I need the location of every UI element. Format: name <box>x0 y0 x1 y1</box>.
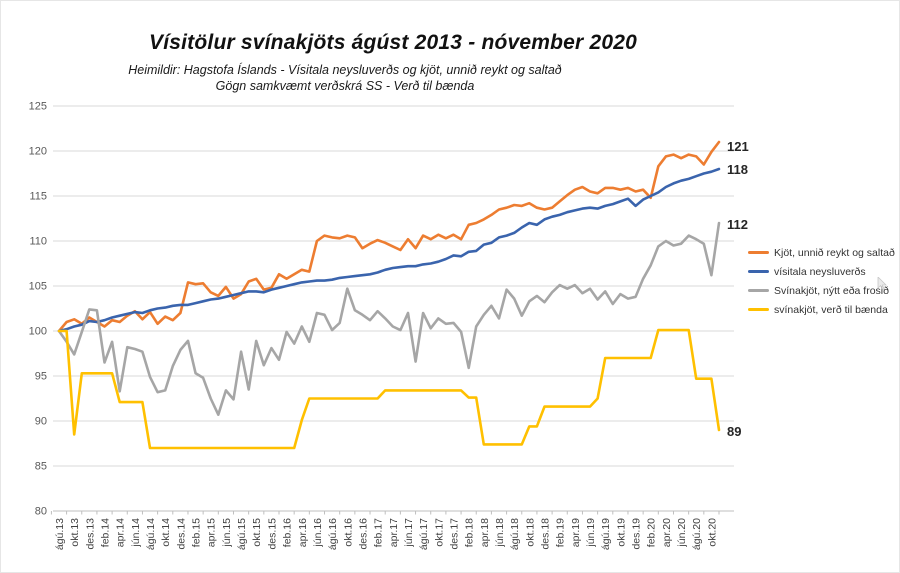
chart-subtitle-line1: Heimildir: Hagstofa Íslands - Vísitala n… <box>128 63 562 77</box>
y-tick-label-90: 90 <box>35 416 47 428</box>
x-tick-label-feb.15: feb.15 <box>191 518 203 547</box>
x-tick-label-apr.19: apr.19 <box>570 518 582 547</box>
x-tick-label-apr.16: apr.16 <box>297 518 309 547</box>
end-label-cpi: 118 <box>727 162 748 177</box>
x-tick-label-ágú.14: ágú.14 <box>145 518 157 550</box>
series-line-sv-nakj-t-ver-til-b-nda <box>57 328 721 450</box>
x-tick-label-feb.17: feb.17 <box>373 518 385 547</box>
x-tick-label-des.16: des.16 <box>357 518 369 550</box>
x-tick-label-apr.15: apr.15 <box>206 518 218 547</box>
legend-item-cpi: vísitala neysluverðs <box>748 262 895 281</box>
x-tick-label-des.14: des.14 <box>175 518 187 550</box>
x-tick-label-ágú.13: ágú.13 <box>54 518 66 550</box>
chart-subtitle-line2: Gögn samkvæmt verðskrá SS - Verð til bæn… <box>215 79 475 93</box>
x-tick-label-okt.18: okt.18 <box>524 518 536 547</box>
x-tick-label-jún.14: jún.14 <box>130 518 142 548</box>
x-tick-label-okt.13: okt.13 <box>69 518 81 547</box>
x-tick-label-ágú.16: ágú.16 <box>327 518 339 550</box>
legend-label-svinakjot: Svínakjöt, nýtt eða frosið <box>774 284 889 297</box>
x-tick-label-ágú.17: ágú.17 <box>418 518 430 550</box>
legend-item-kjot: Kjöt, unnið reykt og saltað <box>748 243 895 262</box>
x-tick-label-okt.17: okt.17 <box>433 518 445 547</box>
legend-item-svinakjot: Svínakjöt, nýtt eða frosið <box>748 281 895 300</box>
x-tick-label-okt.19: okt.19 <box>615 518 627 547</box>
x-tick-label-jún.16: jún.16 <box>312 518 324 548</box>
series-line-kj-t-unni-reykt-og-salta- <box>57 140 721 333</box>
x-tick-label-jún.17: jún.17 <box>403 518 415 548</box>
y-tick-label-125: 125 <box>29 101 47 113</box>
y-tick-label-110: 110 <box>29 236 47 248</box>
y-tick-label-85: 85 <box>35 461 47 473</box>
legend-label-cpi: vísitala neysluverðs <box>774 265 866 278</box>
y-tick-label-115: 115 <box>29 191 47 203</box>
x-tick-label-feb.16: feb.16 <box>282 518 294 547</box>
mouse-cursor-icon <box>877 277 887 291</box>
x-tick-label-ágú.20: ágú.20 <box>691 518 703 550</box>
legend-item-baendur: svínakjöt, verð til bænda <box>748 300 895 319</box>
x-tick-label-feb.14: feb.14 <box>100 518 112 547</box>
x-tick-label-apr.17: apr.17 <box>388 518 400 547</box>
x-tick-label-des.17: des.17 <box>448 518 460 550</box>
y-tick-label-100: 100 <box>29 326 47 338</box>
x-tick-label-ágú.18: ágú.18 <box>509 518 521 550</box>
y-tick-label-80: 80 <box>35 506 47 518</box>
x-tick-label-okt.14: okt.14 <box>160 518 172 547</box>
legend-label-baendur: svínakjöt, verð til bænda <box>774 303 888 316</box>
x-tick-label-ágú.15: ágú.15 <box>236 518 248 550</box>
chart-title: Vísitölur svínakjöts ágúst 2013 - nóvemb… <box>149 31 637 54</box>
series-line-v-sitala-neysluver-s <box>57 167 721 333</box>
x-tick-label-okt.15: okt.15 <box>251 518 263 547</box>
end-label-svinakjot: 112 <box>727 217 748 232</box>
x-tick-label-des.18: des.18 <box>540 518 552 550</box>
x-tick-label-jún.18: jún.18 <box>494 518 506 548</box>
x-tick-label-jún.20: jún.20 <box>676 518 688 548</box>
x-tick-label-feb.19: feb.19 <box>555 518 567 547</box>
x-tick-label-des.15: des.15 <box>266 518 278 550</box>
chart-legend: Kjöt, unnið reykt og saltað vísitala ney… <box>748 243 895 319</box>
end-label-baendur: 89 <box>727 424 742 439</box>
x-tick-label-feb.20: feb.20 <box>646 518 658 547</box>
x-tick-label-feb.18: feb.18 <box>464 518 476 547</box>
chart-subtitle: Heimildir: Hagstofa Íslands - Vísitala n… <box>1 62 689 94</box>
x-tick-label-des.19: des.19 <box>631 518 643 550</box>
legend-swatch-svinakjot <box>748 289 769 292</box>
x-tick-label-apr.20: apr.20 <box>661 518 673 547</box>
y-tick-label-120: 120 <box>29 146 47 158</box>
y-tick-label-95: 95 <box>35 371 47 383</box>
y-tick-label-105: 105 <box>29 281 47 293</box>
x-tick-label-okt.16: okt.16 <box>342 518 354 547</box>
x-tick-label-okt.20: okt.20 <box>706 518 718 547</box>
legend-swatch-baendur <box>748 308 769 311</box>
x-tick-label-des.13: des.13 <box>84 518 96 550</box>
legend-swatch-cpi <box>748 270 769 273</box>
x-tick-label-apr.14: apr.14 <box>115 518 127 547</box>
series-line-sv-nakj-t-n-tt-e-a-frosi- <box>57 221 721 417</box>
x-tick-label-ágú.19: ágú.19 <box>600 518 612 550</box>
legend-swatch-kjot <box>748 251 769 254</box>
x-tick-label-jún.19: jún.19 <box>585 518 597 548</box>
x-tick-label-jún.15: jún.15 <box>221 518 233 548</box>
end-label-kjot: 121 <box>727 139 749 154</box>
x-tick-label-apr.18: apr.18 <box>479 518 491 547</box>
legend-label-kjot: Kjöt, unnið reykt og saltað <box>774 246 895 259</box>
